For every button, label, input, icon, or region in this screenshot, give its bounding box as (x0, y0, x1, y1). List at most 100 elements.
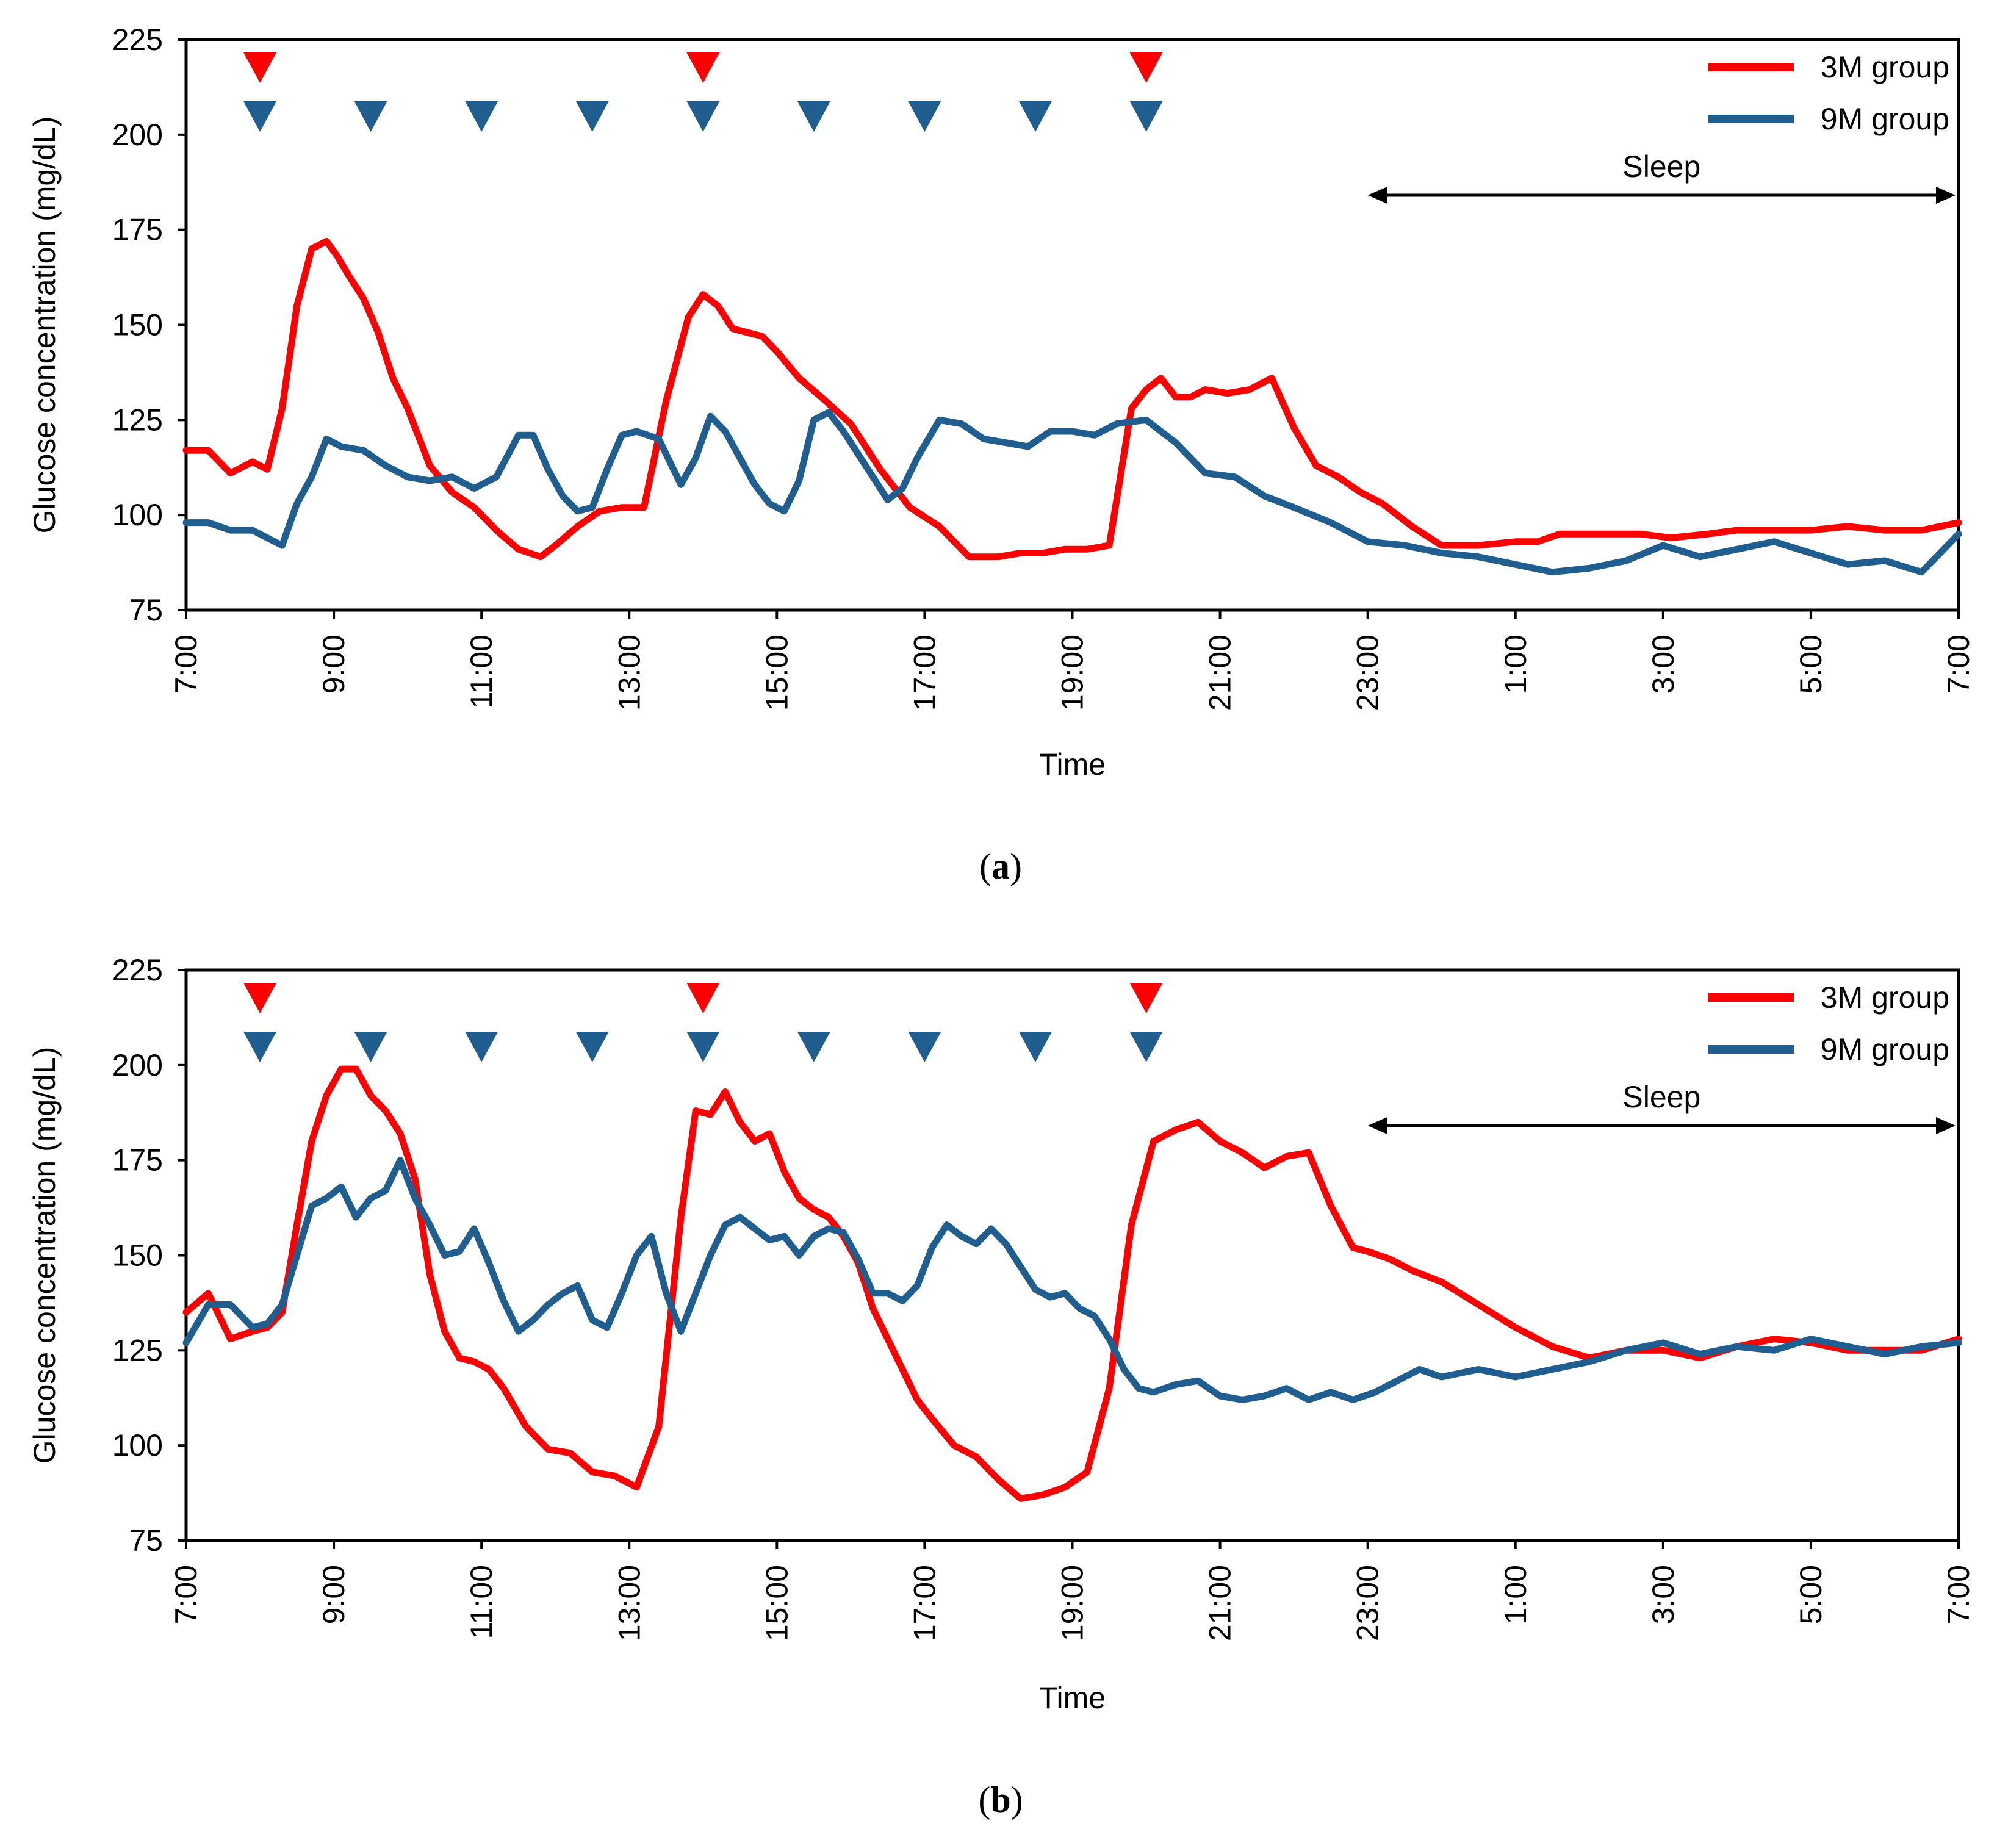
meal-marker-9m-group (575, 1032, 609, 1062)
x-tick-label: 21:00 (1203, 635, 1237, 711)
meal-marker-9m-group (908, 1032, 941, 1062)
meal-marker-3m-group (686, 983, 720, 1013)
y-tick-label: 100 (112, 1428, 163, 1462)
x-tick-label: 19:00 (1056, 1565, 1090, 1641)
series-line-9m-group (182, 1157, 1962, 1403)
meal-marker-9m-group (797, 101, 830, 132)
sleep-annotation-a: Sleep (1367, 149, 1956, 204)
y-tick-label: 100 (112, 498, 163, 532)
y-tick-label: 125 (112, 403, 163, 437)
plot-area-a (184, 38, 1960, 612)
y-tick-label: 175 (112, 1143, 163, 1177)
meal-marker-9m-group (1129, 101, 1163, 132)
meal-marker-9m-group (354, 101, 387, 132)
meal-markers-b (243, 983, 1163, 1062)
x-tick-label: 17:00 (907, 635, 941, 711)
y-tick-label: 75 (129, 593, 163, 627)
meal-marker-9m-group (686, 101, 720, 132)
series-line-9m-group (182, 409, 1962, 576)
meal-marker-3m-group (243, 52, 277, 83)
y-axis-label-b: Glucose concentration (mg/dL) (27, 1047, 62, 1464)
x-axis-b: 7:00 9:00 11:00 13:00 15:00 17:00 19:00 21:00 23… (169, 1541, 1976, 1641)
meal-marker-3m-group (686, 52, 720, 83)
x-tick-label: 23:00 (1351, 1565, 1385, 1641)
x-tick-label: 15:00 (760, 635, 794, 711)
sleep-arrow-head-right (1936, 187, 1956, 204)
sleep-label: Sleep (1622, 1080, 1700, 1114)
meal-marker-9m-group (908, 101, 941, 132)
x-tick-label: 7:00 (1941, 635, 1976, 694)
x-tick-label: 7:00 (169, 635, 203, 694)
sleep-label: Sleep (1622, 149, 1700, 184)
meal-marker-9m-group (686, 1032, 720, 1062)
legend-a: 3M group 9M group (1708, 50, 1949, 136)
x-tick-label: 1:00 (1499, 635, 1533, 694)
y-axis-b: 75 100 125 150 175 200 225 (112, 953, 186, 1558)
x-tick-label: 11:00 (464, 635, 498, 708)
x-tick-label: 3:00 (1646, 635, 1680, 694)
x-axis-label-a: Time (1039, 747, 1106, 782)
meal-marker-9m-group (465, 1032, 498, 1062)
chart-panel-a: 75 100 125 150 175 200 225 7:00 9:00 11:00 13:00 1… (27, 23, 1976, 886)
sleep-arrow-head-left (1367, 187, 1387, 204)
series-lines-b (182, 1065, 1962, 1502)
y-tick-label: 225 (112, 23, 163, 57)
chart-panel-b: 75 100 125 150 175 200 225 7:00 9:00 11:00 13:00 1… (27, 953, 1976, 1820)
legend-label: 3M group (1821, 50, 1949, 84)
legend-label: 9M group (1821, 1032, 1949, 1066)
x-tick-label: 7:00 (169, 1565, 203, 1624)
meal-marker-9m-group (575, 101, 609, 132)
y-tick-label: 175 (112, 213, 163, 247)
x-tick-label: 1:00 (1499, 1565, 1533, 1624)
x-tick-label: 5:00 (1794, 635, 1828, 694)
x-tick-label: 9:00 (317, 635, 351, 694)
series-line-3m-group (182, 237, 1962, 561)
y-axis-a: 75 100 125 150 175 200 225 (112, 23, 186, 627)
x-tick-label: 9:00 (317, 1565, 351, 1624)
meal-marker-9m-group (797, 1032, 830, 1062)
x-tick-label: 13:00 (612, 635, 646, 711)
x-tick-label: 11:00 (464, 1565, 498, 1639)
meal-markers-a (243, 52, 1163, 132)
panel-caption-b: (b) (978, 1780, 1023, 1820)
meal-marker-3m-group (1129, 983, 1163, 1013)
sleep-arrow-head-left (1367, 1117, 1387, 1134)
x-axis-label-b: Time (1039, 1681, 1106, 1715)
y-tick-label: 150 (112, 308, 163, 342)
meal-marker-9m-group (243, 1032, 277, 1062)
x-tick-label: 21:00 (1203, 1565, 1237, 1641)
y-tick-label: 200 (112, 118, 163, 152)
y-tick-label: 200 (112, 1048, 163, 1082)
meal-marker-3m-group (243, 983, 277, 1013)
panel-letter-a: a (991, 846, 1010, 886)
x-tick-label: 19:00 (1056, 635, 1090, 711)
legend-label: 9M group (1821, 102, 1949, 136)
legend-b: 3M group 9M group (1708, 980, 1949, 1066)
x-tick-label: 15:00 (760, 1565, 794, 1641)
series-lines-a (182, 237, 1962, 576)
sleep-arrow-head-right (1936, 1117, 1956, 1134)
x-tick-label: 5:00 (1794, 1565, 1828, 1624)
y-tick-label: 125 (112, 1333, 163, 1367)
y-tick-label: 150 (112, 1239, 163, 1273)
meal-marker-9m-group (465, 101, 498, 132)
legend-label: 3M group (1821, 980, 1949, 1015)
meal-marker-9m-group (1018, 101, 1052, 132)
meal-marker-9m-group (354, 1032, 387, 1062)
meal-marker-3m-group (1129, 52, 1163, 83)
series-line-3m-group (182, 1065, 1962, 1502)
x-tick-label: 3:00 (1646, 1565, 1680, 1624)
x-tick-label: 7:00 (1941, 1565, 1976, 1624)
x-tick-label: 17:00 (907, 1565, 941, 1641)
sleep-annotation-b: Sleep (1367, 1080, 1956, 1134)
meal-marker-9m-group (243, 101, 277, 132)
x-axis-a: 7:00 9:00 11:00 13:00 15:00 17:00 19:00 21:00 23… (169, 610, 1976, 711)
meal-marker-9m-group (1018, 1032, 1052, 1062)
panel-caption-a: (a) (979, 846, 1022, 886)
panel-letter-b: b (990, 1780, 1010, 1820)
y-tick-label: 225 (112, 953, 163, 987)
y-tick-label: 75 (129, 1523, 163, 1558)
y-axis-label-a: Glucose concentration (mg/dL) (27, 117, 62, 534)
meal-marker-9m-group (1129, 1032, 1163, 1062)
